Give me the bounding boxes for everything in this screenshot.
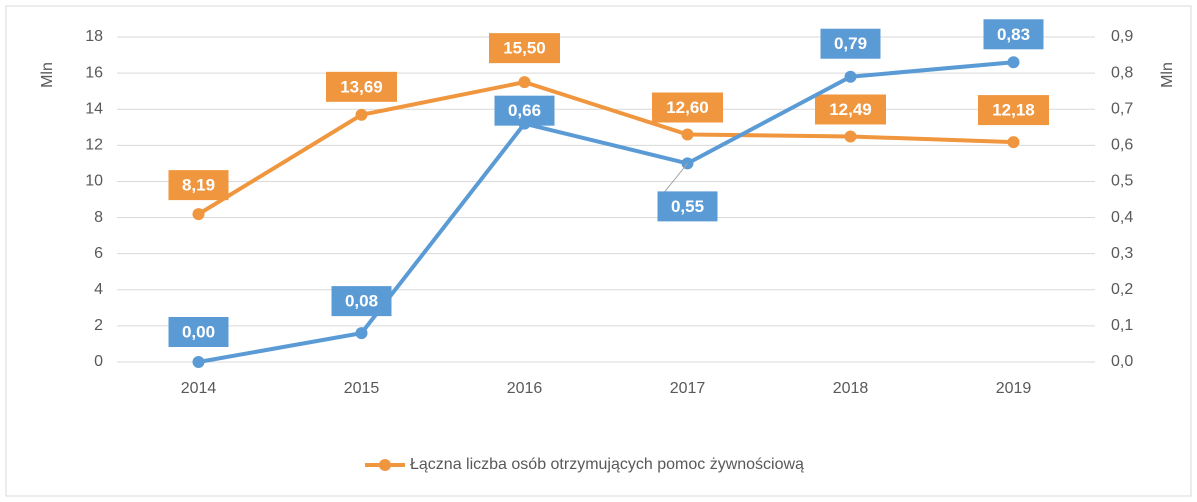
point <box>355 327 368 340</box>
value-label: 12,18 <box>992 101 1035 120</box>
value-label: 15,50 <box>503 39 546 58</box>
point <box>355 108 368 121</box>
y2-tick-label: 0,0 <box>1111 353 1133 370</box>
legend-marker <box>379 459 391 471</box>
point <box>518 76 531 89</box>
value-label-box <box>326 71 397 102</box>
leader-line <box>662 163 688 195</box>
y-tick-label: 18 <box>85 28 103 45</box>
value-label: 0,66 <box>508 101 541 120</box>
value-label: 0,08 <box>345 292 378 311</box>
point <box>1007 56 1020 69</box>
value-label: 0,79 <box>834 34 867 53</box>
point <box>844 70 857 83</box>
y2-tick-label: 0,9 <box>1111 28 1133 45</box>
y-tick-label: 14 <box>85 100 103 117</box>
y-tick-label: 12 <box>85 137 103 154</box>
y-tick-label: 2 <box>94 317 103 334</box>
point <box>192 208 205 221</box>
value-label-box <box>652 92 723 123</box>
value-label-box <box>331 286 392 317</box>
point <box>192 356 205 368</box>
y-tick-label: 8 <box>94 209 103 226</box>
y2-tick-label: 0,6 <box>1111 137 1133 154</box>
y-tick-label: 16 <box>85 64 103 81</box>
value-label: 0,83 <box>997 25 1030 44</box>
value-label: 13,69 <box>340 77 383 96</box>
value-label-box <box>657 191 718 222</box>
series-line <box>197 80 1014 216</box>
value-label-box <box>489 33 560 64</box>
value-label-box <box>494 95 555 126</box>
value-label-box <box>978 95 1049 126</box>
y2-tick-label: 0,8 <box>1111 64 1133 81</box>
value-label: 0,55 <box>671 197 704 216</box>
x-tick-label: 2014 <box>181 380 217 397</box>
value-label-box <box>820 28 881 59</box>
x-tick-label: 2017 <box>670 380 706 397</box>
y-tick-label: 4 <box>94 281 103 298</box>
y2-tick-label: 0,1 <box>1111 317 1133 334</box>
value-label-box <box>815 94 886 125</box>
x-tick-label: 2015 <box>344 380 380 397</box>
y2-tick-label: 0,3 <box>1111 245 1133 262</box>
y-tick-label: 6 <box>94 245 103 262</box>
y-axis-label: Mln <box>39 62 56 88</box>
value-label: 8,19 <box>182 176 215 195</box>
x-tick-label: 2016 <box>507 380 543 397</box>
y-tick-label: 10 <box>85 173 103 190</box>
chart-border <box>5 5 1192 497</box>
point <box>681 128 694 141</box>
legend-label: Łączna liczba osób otrzymujących pomoc ż… <box>410 456 804 473</box>
value-label: 0,00 <box>182 322 215 341</box>
value-label-box <box>983 19 1044 50</box>
y2-axis-label: Mln <box>1159 62 1176 88</box>
point <box>1007 136 1020 149</box>
value-label-box <box>168 317 229 347</box>
y2-tick-label: 0,2 <box>1111 281 1133 298</box>
y-tick-label: 0 <box>94 353 103 370</box>
value-label: 12,49 <box>829 100 872 119</box>
value-label-box <box>168 170 229 201</box>
series-line <box>198 60 1014 364</box>
y2-tick-label: 0,5 <box>1111 173 1133 190</box>
y2-tick-label: 0,4 <box>1111 209 1133 226</box>
x-tick-label: 2018 <box>833 380 869 397</box>
y2-tick-label: 0,7 <box>1111 100 1133 117</box>
point <box>844 130 857 143</box>
x-tick-label: 2019 <box>996 380 1032 397</box>
value-label: 12,60 <box>666 98 709 117</box>
